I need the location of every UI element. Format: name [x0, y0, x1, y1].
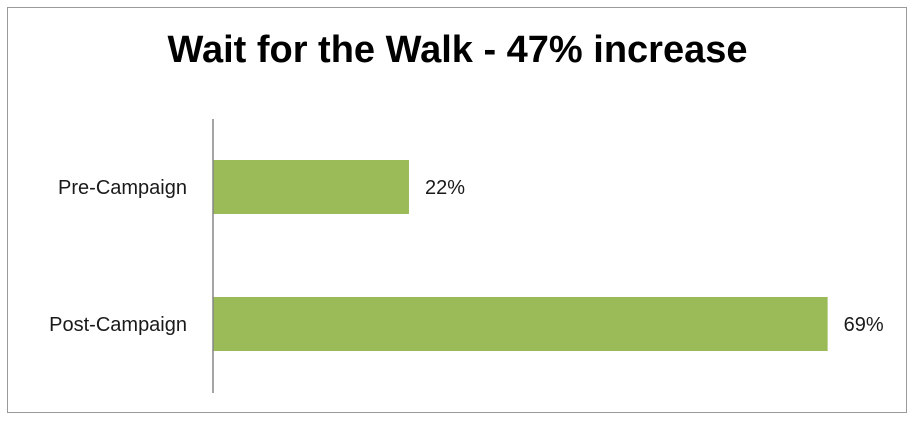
bars-layer: Pre-Campaign 22% Post-Campaign 69%	[49, 160, 884, 351]
category-label: Pre-Campaign	[58, 177, 187, 199]
data-label: 69%	[844, 314, 884, 336]
category-label: Post-Campaign	[49, 314, 187, 336]
data-label: 22%	[425, 177, 465, 199]
bar-pre-campaign	[213, 160, 409, 214]
bar-post-campaign	[213, 297, 828, 351]
chart-title: Wait for the Walk - 47% increase	[167, 29, 748, 71]
